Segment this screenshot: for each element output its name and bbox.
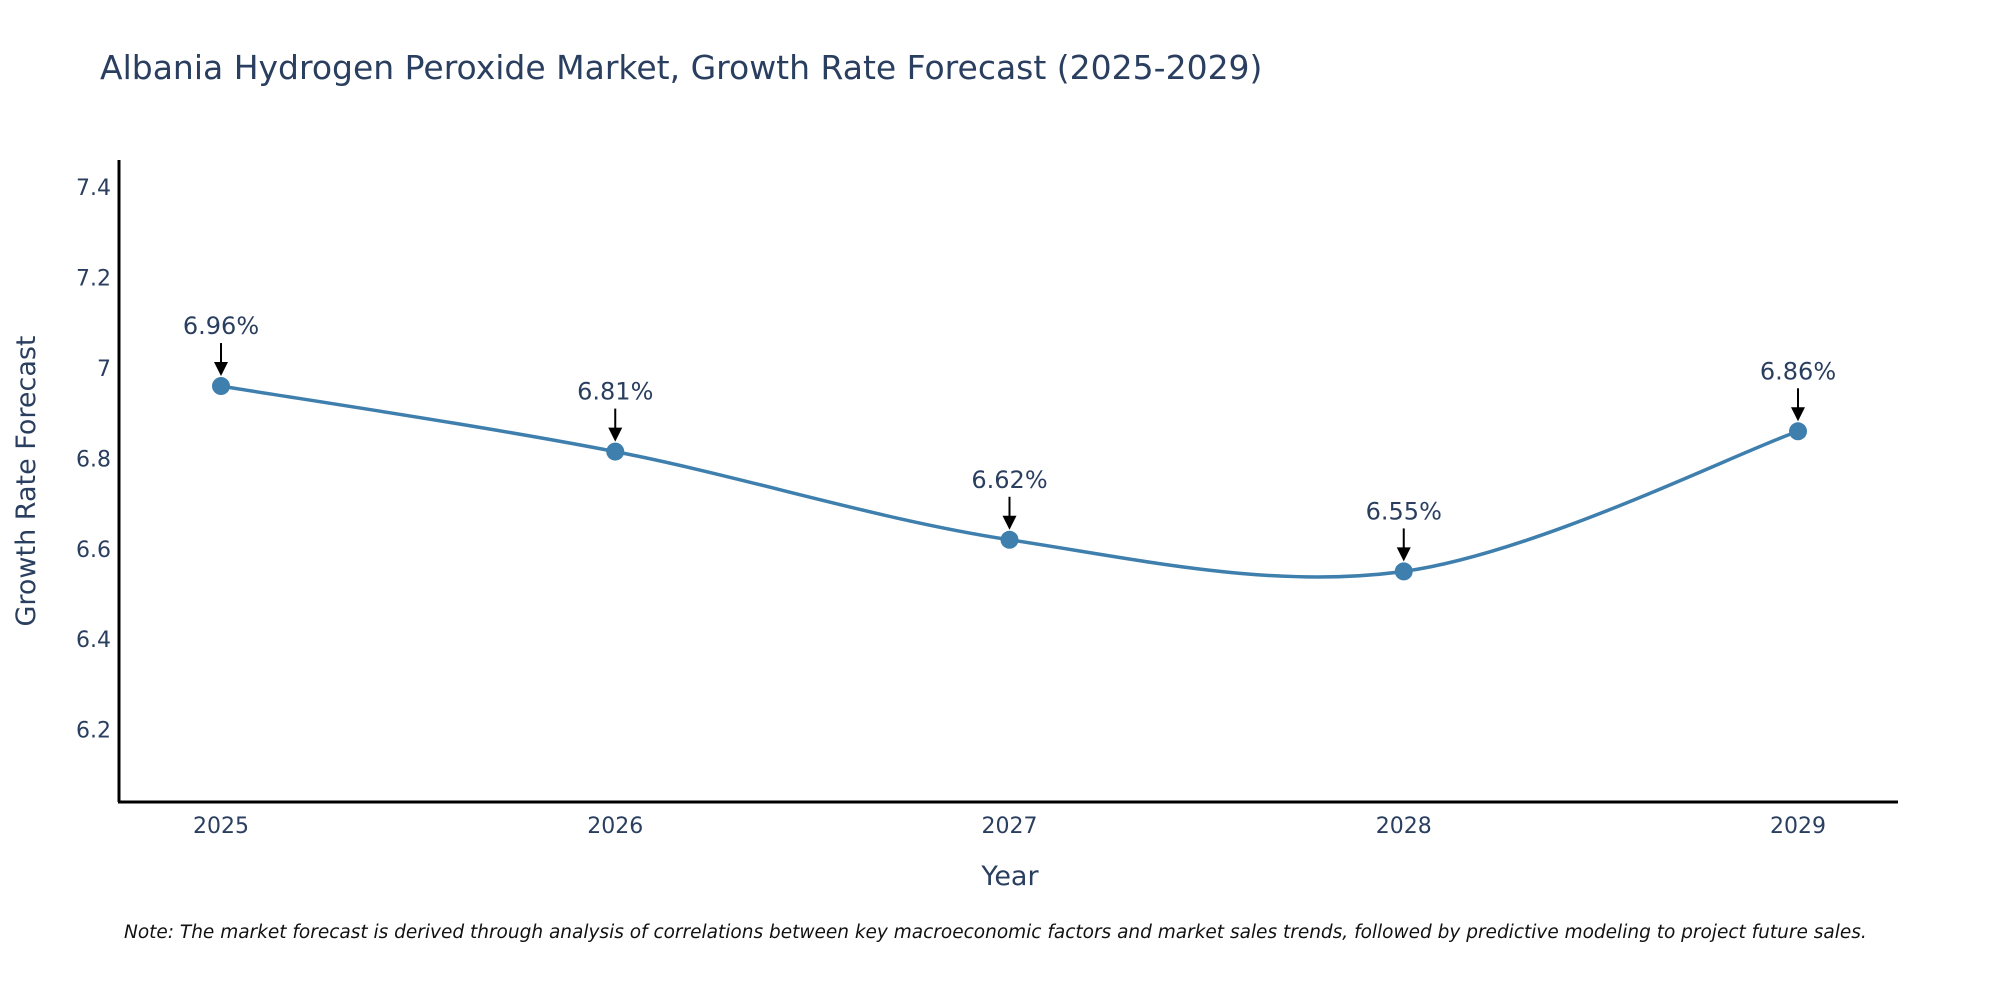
x-tick-label: 2025 — [193, 814, 249, 839]
x-axis-title: Year — [980, 861, 1039, 892]
y-tick-label: 6.8 — [76, 447, 111, 472]
plot-area: 6.2 6.4 6.6 6.8 7 7.2 7.4 2025 2026 2027 2028 2029… — [76, 160, 1898, 839]
data-annotations: 6.96% 6.81% 6.62% 6.55% 6.86% — [183, 312, 1836, 562]
y-tick-label: 6.2 — [76, 719, 111, 744]
data-label: 6.55% — [1366, 497, 1442, 525]
data-point — [1000, 530, 1019, 549]
data-markers — [212, 377, 1807, 581]
chart-title: Albania Hydrogen Peroxide Market, Growth… — [100, 48, 1262, 87]
y-tick-label: 7.2 — [76, 267, 111, 292]
data-label: 6.96% — [183, 312, 259, 340]
data-label: 6.86% — [1760, 357, 1836, 385]
data-point — [1394, 562, 1413, 581]
footnote: Note: The market forecast is derived thr… — [124, 922, 1867, 943]
annotation-arrow-head — [1396, 547, 1411, 562]
x-tick-label: 2029 — [1770, 814, 1826, 839]
x-tick-labels: 2025 2026 2027 2028 2029 — [193, 814, 1826, 839]
annotation-arrow-head — [608, 427, 623, 442]
data-label: 6.62% — [971, 466, 1047, 494]
y-axis-title: Growth Rate Forecast — [11, 335, 42, 626]
data-point — [1789, 422, 1807, 441]
y-tick-label: 6.4 — [76, 628, 111, 653]
annotation-arrow-head — [1002, 515, 1017, 530]
data-label: 6.81% — [577, 378, 653, 406]
x-tick-label: 2026 — [587, 814, 643, 839]
y-tick-label: 6.6 — [76, 538, 111, 563]
annotation-arrow-head — [214, 362, 228, 377]
y-tick-label: 7 — [97, 357, 111, 382]
y-tick-label: 7.4 — [76, 176, 111, 201]
data-point — [606, 442, 625, 461]
y-tick-labels: 6.2 6.4 6.6 6.8 7 7.2 7.4 — [76, 176, 111, 744]
data-point — [212, 377, 230, 396]
x-tick-label: 2027 — [982, 814, 1038, 839]
x-tick-label: 2028 — [1376, 814, 1432, 839]
annotation-arrow-head — [1791, 407, 1805, 422]
